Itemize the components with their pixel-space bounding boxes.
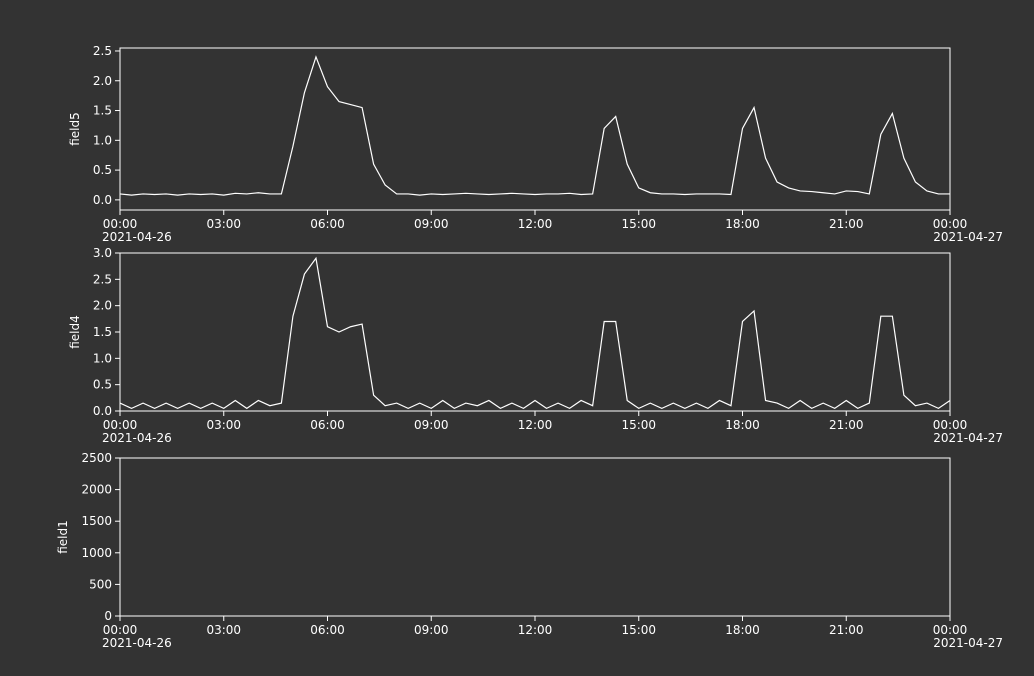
y-tick-label: 1.5 xyxy=(93,325,112,339)
x-tick-label: 21:00 xyxy=(829,217,864,231)
y-tick-label: 0.5 xyxy=(93,378,112,392)
data-line xyxy=(119,256,951,410)
x-tick-date: 2021-04-26 xyxy=(102,431,172,445)
y-tick-label: 0.5 xyxy=(93,163,112,177)
x-tick-label: 06:00 xyxy=(310,217,345,231)
y-tick-label: 2000 xyxy=(81,483,112,497)
y-tick-label: 1.0 xyxy=(93,351,112,365)
x-tick-label: 09:00 xyxy=(414,418,449,432)
x-tick-label: 18:00 xyxy=(725,623,760,637)
y-tick-label: 2.5 xyxy=(93,272,112,286)
x-tick-date: 2021-04-26 xyxy=(102,636,172,650)
x-tick-label: 12:00 xyxy=(518,623,553,637)
y-tick-label: 0.0 xyxy=(93,404,112,418)
x-tick-label: 12:00 xyxy=(518,217,553,231)
y-tick-label: 1.5 xyxy=(93,104,112,118)
x-tick-label: 15:00 xyxy=(621,418,656,432)
x-tick-label: 00:00 xyxy=(933,623,968,637)
y-tick-label: 0 xyxy=(104,609,112,623)
x-tick-label: 18:00 xyxy=(725,217,760,231)
x-tick-label: 21:00 xyxy=(829,418,864,432)
x-tick-label: 00:00 xyxy=(103,217,138,231)
x-tick-label: 15:00 xyxy=(621,217,656,231)
x-tick-label: 09:00 xyxy=(414,217,449,231)
y-tick-label: 1000 xyxy=(81,546,112,560)
x-tick-label: 21:00 xyxy=(829,623,864,637)
x-tick-label: 03:00 xyxy=(206,623,241,637)
y-axis-label: field1 xyxy=(56,520,70,554)
y-tick-label: 2500 xyxy=(81,451,112,465)
x-tick-date: 2021-04-27 xyxy=(933,431,1003,445)
x-tick-label: 18:00 xyxy=(725,418,760,432)
y-tick-label: 2.0 xyxy=(93,74,112,88)
y-tick-label: 1.0 xyxy=(93,133,112,147)
y-tick-label: 0.0 xyxy=(93,193,112,207)
x-tick-label: 06:00 xyxy=(310,418,345,432)
y-axis-label: field4 xyxy=(68,315,82,349)
data-line xyxy=(119,55,950,196)
x-tick-label: 03:00 xyxy=(206,418,241,432)
x-tick-label: 12:00 xyxy=(518,418,553,432)
y-tick-label: 3.0 xyxy=(93,246,112,260)
x-tick-date: 2021-04-26 xyxy=(102,230,172,244)
y-axis-label: field5 xyxy=(68,112,82,146)
y-tick-label: 1500 xyxy=(81,514,112,528)
x-tick-label: 03:00 xyxy=(206,217,241,231)
x-tick-label: 00:00 xyxy=(103,418,138,432)
x-tick-date: 2021-04-27 xyxy=(933,230,1003,244)
y-tick-label: 2.0 xyxy=(93,299,112,313)
x-tick-label: 00:00 xyxy=(103,623,138,637)
x-tick-label: 00:00 xyxy=(933,217,968,231)
x-tick-label: 00:00 xyxy=(933,418,968,432)
x-tick-date: 2021-04-27 xyxy=(933,636,1003,650)
x-tick-label: 09:00 xyxy=(414,623,449,637)
x-tick-label: 15:00 xyxy=(621,623,656,637)
y-tick-label: 500 xyxy=(89,577,112,591)
x-tick-label: 06:00 xyxy=(310,623,345,637)
y-tick-label: 2.5 xyxy=(93,44,112,58)
